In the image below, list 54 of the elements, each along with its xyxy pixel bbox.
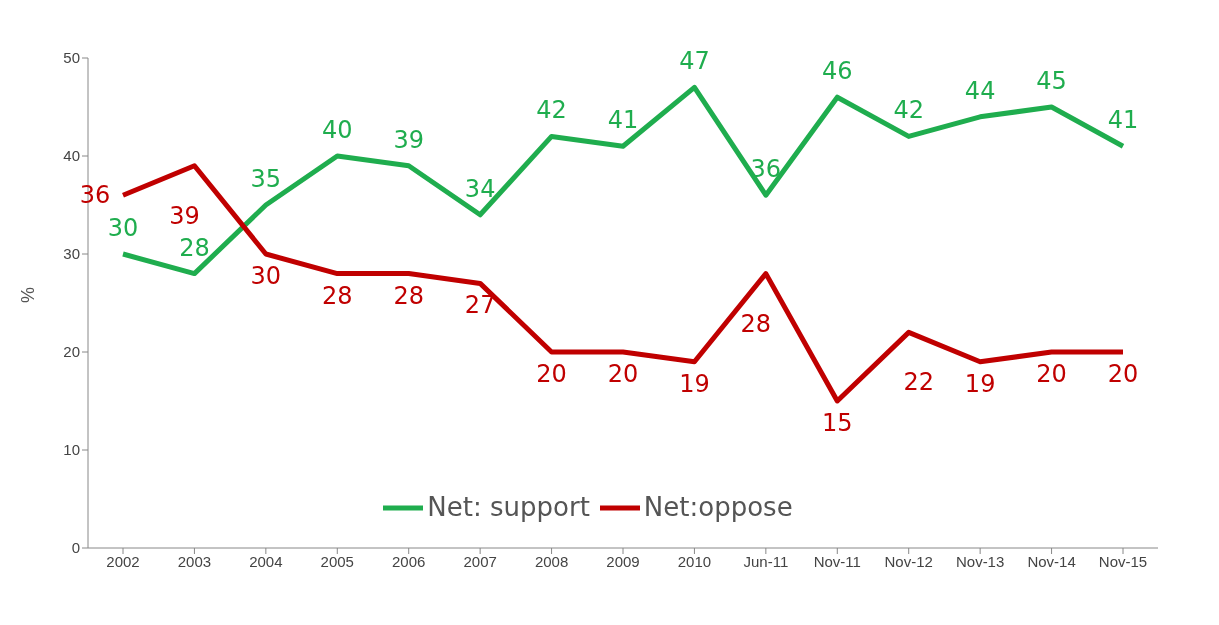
x-tick-label: Nov-14 xyxy=(1027,552,1076,570)
data-label: 36 xyxy=(79,181,111,210)
y-tick-label: 10 xyxy=(63,441,80,459)
data-label: 40 xyxy=(322,116,353,144)
data-label: 47 xyxy=(679,47,710,76)
data-label: 28 xyxy=(393,281,424,310)
x-tick-label: Nov-11 xyxy=(813,552,861,570)
x-tick-label: 2002 xyxy=(106,552,140,570)
data-label: 30 xyxy=(107,214,139,242)
data-label: 20 xyxy=(536,360,567,388)
data-label: 27 xyxy=(464,291,496,320)
data-label: 44 xyxy=(964,76,996,105)
data-label: 42 xyxy=(536,96,567,125)
data-label: 41 xyxy=(607,106,639,135)
x-tick-label: 2004 xyxy=(249,552,283,570)
data-label: 19 xyxy=(679,369,710,398)
x-tick-label: 2005 xyxy=(320,552,354,570)
data-label: 20 xyxy=(1036,360,1067,388)
data-label: 28 xyxy=(740,309,772,338)
x-tick-label: 2006 xyxy=(392,552,426,570)
x-tick-label: 2008 xyxy=(534,552,569,570)
data-label: 28 xyxy=(322,281,353,310)
data-label: 20 xyxy=(607,360,639,388)
x-tick-label: 2003 xyxy=(177,552,212,570)
x-tick-label: 2010 xyxy=(677,552,712,570)
y-axis-title: % xyxy=(18,286,39,303)
data-label: 45 xyxy=(1036,67,1067,95)
data-label: 20 xyxy=(1107,360,1139,388)
data-label: 41 xyxy=(1107,106,1139,135)
y-tick-label: 20 xyxy=(63,343,80,361)
x-tick-label: 2007 xyxy=(463,552,497,570)
data-label: 36 xyxy=(750,155,782,184)
data-label: 39 xyxy=(393,125,424,154)
data-label: 15 xyxy=(822,409,853,437)
y-tick-label: 50 xyxy=(63,49,80,67)
y-tick-label: 0 xyxy=(71,539,80,557)
legend-label: Net: support xyxy=(427,491,590,522)
data-label: 22 xyxy=(903,368,934,397)
x-tick-label: Nov-15 xyxy=(1098,552,1148,570)
data-label: 34 xyxy=(464,174,496,203)
y-tick-label: 30 xyxy=(63,245,80,263)
data-label: 28 xyxy=(179,233,210,262)
data-label: 19 xyxy=(964,369,996,398)
data-label: 35 xyxy=(250,165,282,193)
y-tick-label: 40 xyxy=(63,147,80,165)
legend-label: Net:oppose xyxy=(643,491,793,522)
x-tick-label: Jun-11 xyxy=(743,552,789,570)
x-tick-label: Nov-12 xyxy=(884,552,933,570)
data-label: 42 xyxy=(893,96,924,125)
data-label: 30 xyxy=(250,262,282,290)
x-tick-label: 2009 xyxy=(606,552,640,570)
x-tick-label: Nov-13 xyxy=(955,552,1005,570)
data-label: 46 xyxy=(822,57,853,86)
data-label: 39 xyxy=(169,201,200,230)
